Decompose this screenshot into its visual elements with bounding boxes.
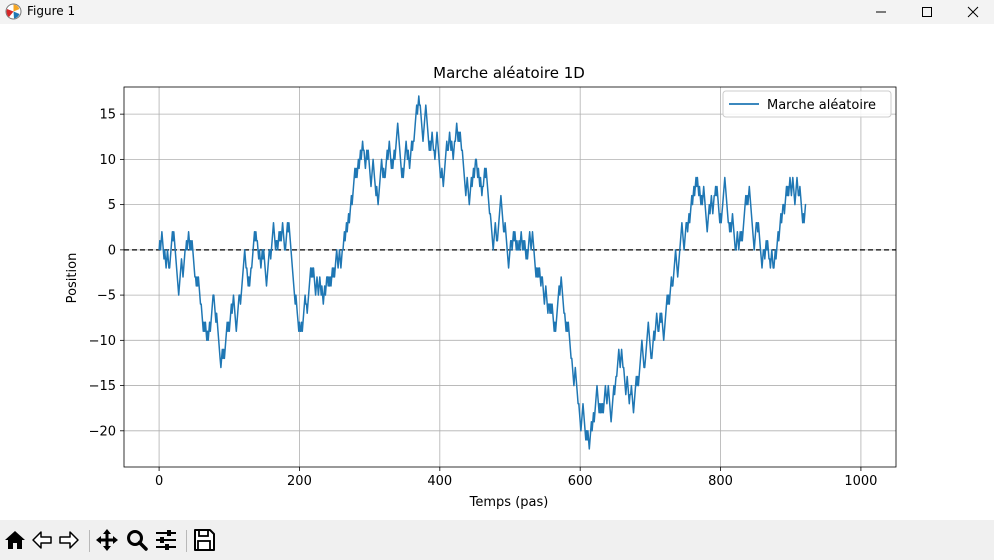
- x-tick-label: 0: [155, 474, 163, 489]
- back-arrow-icon: [32, 531, 52, 549]
- y-tick-label: −10: [89, 334, 116, 349]
- y-tick-label: −5: [97, 289, 116, 304]
- series-line-marche-aleatoire: [158, 95, 807, 450]
- y-tick-label: −20: [89, 424, 116, 439]
- window-titlebar: Figure 1: [0, 0, 994, 24]
- configure-subplots-icon: [156, 530, 176, 550]
- x-axis-label: Temps (pas): [469, 495, 549, 510]
- legend: Marche aléatoire: [722, 90, 892, 118]
- close-icon: [967, 6, 979, 18]
- home-button[interactable]: [3, 528, 29, 554]
- x-tick-label: 600: [568, 474, 593, 489]
- y-axis-ticks: −20 −15 −10 −5 0 5 10 15: [89, 108, 124, 439]
- pan-button[interactable]: [95, 528, 121, 554]
- chart-title: Marche aléatoire 1D: [433, 64, 585, 82]
- configure-subplots-button[interactable]: [154, 528, 180, 554]
- window-title: Figure 1: [27, 4, 76, 18]
- navigation-toolbar: [0, 520, 994, 560]
- x-axis-ticks: 0 200 400 600 800 1000: [155, 467, 877, 489]
- matplotlib-app-icon: [5, 3, 22, 20]
- x-tick-label: 800: [708, 474, 733, 489]
- minimize-icon: [876, 11, 886, 13]
- y-tick-label: 10: [99, 153, 116, 168]
- minimize-button[interactable]: [858, 0, 904, 24]
- plot-frame: [123, 86, 897, 468]
- y-tick-label: 5: [108, 198, 116, 213]
- y-tick-label: 0: [108, 243, 116, 258]
- zoom-button[interactable]: [125, 528, 151, 554]
- back-button[interactable]: [30, 528, 56, 554]
- figure-canvas[interactable]: 0 200 400 600 800 1000 −20 −15 −10 −5 0 5 10 15 Marc…: [0, 24, 994, 520]
- legend-entry-marche-aleatoire: Marche aléatoire: [767, 98, 876, 113]
- forward-button[interactable]: [57, 528, 83, 554]
- maximize-icon: [922, 7, 932, 17]
- x-tick-label: 200: [287, 474, 312, 489]
- x-tick-label: 1000: [844, 474, 877, 489]
- toolbar-separator: [186, 530, 187, 552]
- save-icon: [194, 529, 215, 551]
- home-icon: [5, 531, 25, 549]
- plot-area: [124, 87, 896, 467]
- maximize-button[interactable]: [904, 0, 950, 24]
- pan-icon: [96, 529, 118, 551]
- save-button[interactable]: [192, 528, 218, 554]
- y-axis-label: Position: [65, 253, 80, 304]
- chart: 0 200 400 600 800 1000 −20 −15 −10 −5 0 5 10 15 Marc…: [65, 64, 897, 510]
- close-button[interactable]: [950, 0, 994, 24]
- y-tick-label: 15: [99, 108, 116, 123]
- legend-box: [722, 90, 892, 118]
- x-tick-label: 400: [427, 474, 452, 489]
- zoom-icon: [127, 530, 148, 551]
- forward-arrow-icon: [59, 531, 79, 549]
- y-tick-label: −15: [89, 379, 116, 394]
- toolbar-separator: [89, 530, 90, 552]
